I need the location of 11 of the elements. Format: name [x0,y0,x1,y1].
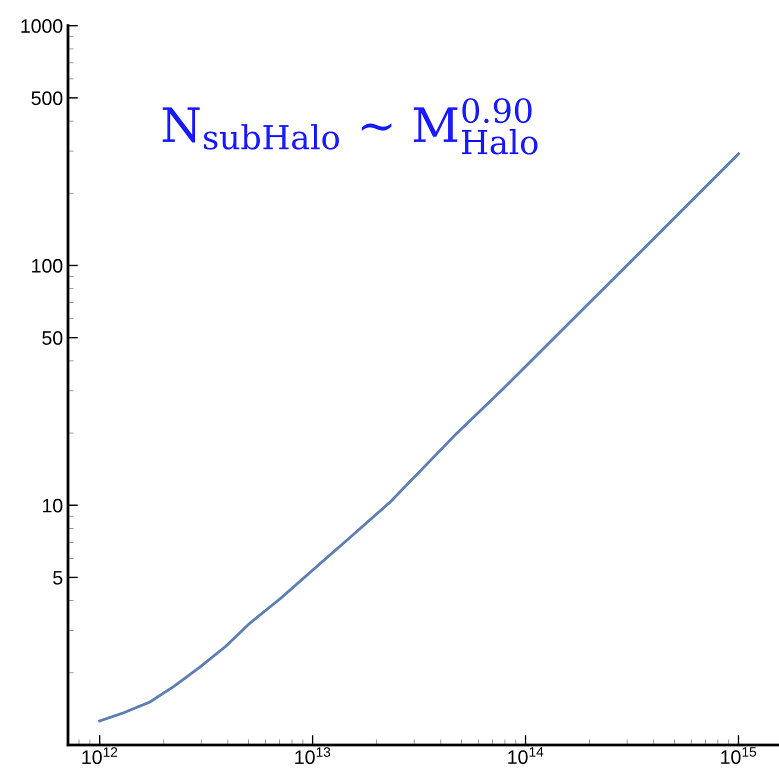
y-tick-label: 5 [53,571,62,585]
y-tick-label: 1000 [21,19,62,33]
y-tick-label: 500 [31,91,62,106]
annotation: N$_{subHalo}$ ~ M$^{0.90}$$_{Halo}$ [162,98,538,155]
y-tick-label: 100 [32,258,62,273]
x-tick-label: 10$^{12}$ [82,747,118,764]
y-tick-label: 10 [42,498,62,512]
x-tick-label: 10$^{13}$ [295,747,330,764]
x-tick-label: 10$^{15}$ [721,747,756,764]
x-tick-label: 10$^{14}$ [508,747,544,764]
y-tick-label: 50 [42,331,62,345]
